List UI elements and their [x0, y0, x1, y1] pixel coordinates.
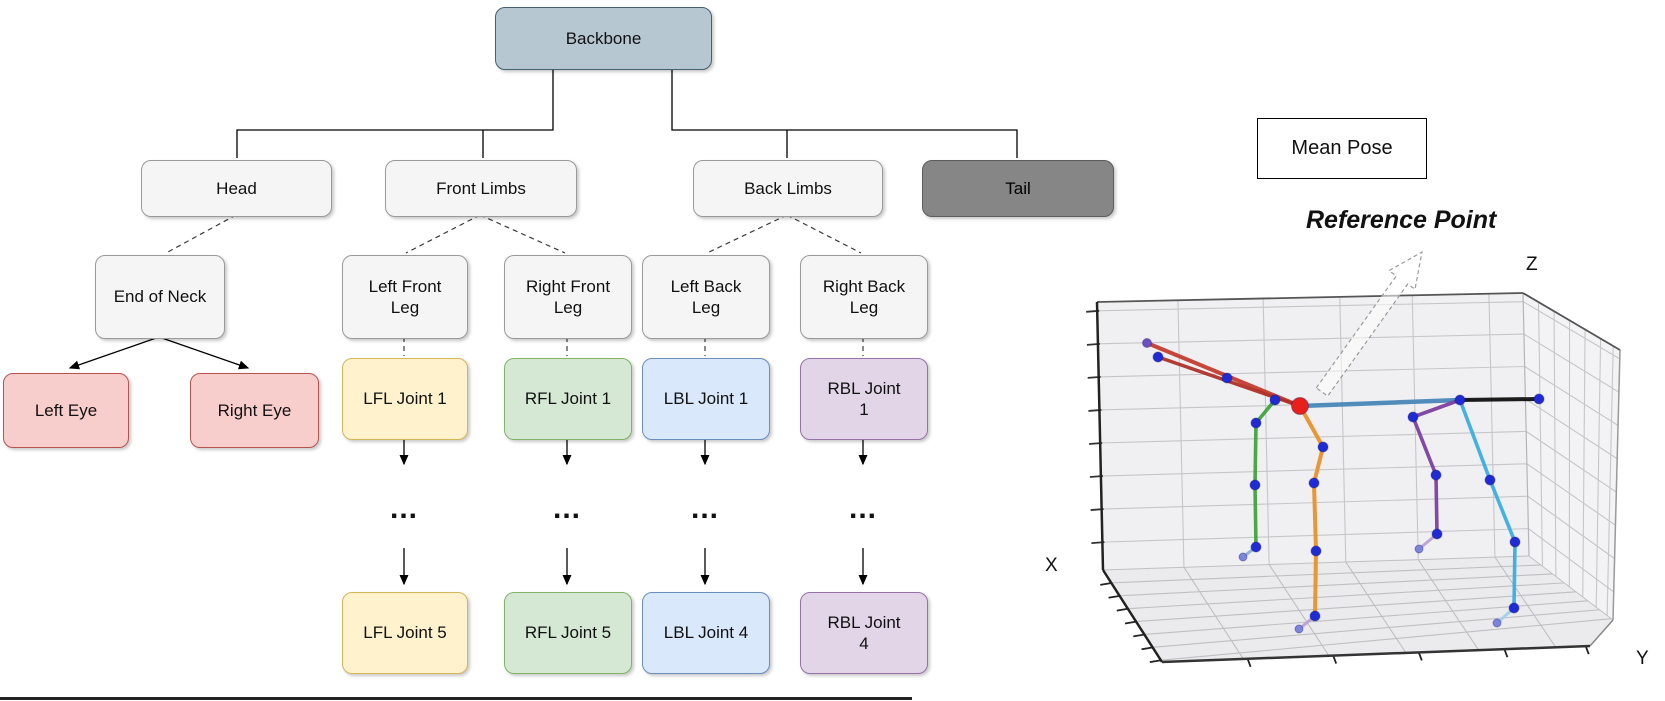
node-lfl-joint-5: LFL Joint 5 — [342, 592, 468, 674]
reference-point-dot — [1291, 397, 1309, 415]
z-axis-label: Z — [1526, 254, 1538, 275]
joint-dot — [1249, 479, 1261, 491]
pose-3d-plot — [1086, 292, 1621, 668]
joint-dot — [1430, 469, 1442, 481]
joint-dot — [1309, 610, 1321, 622]
node-left-back-leg: Left Back Leg — [642, 255, 770, 339]
joint-dot — [1509, 536, 1521, 548]
joint-dot — [1238, 552, 1248, 562]
node-left-eye: Left Eye — [3, 373, 129, 448]
node-right-eye: Right Eye — [190, 373, 319, 448]
node-right-back-leg: Right Back Leg — [800, 255, 928, 339]
tree-arrows — [68, 336, 868, 586]
node-right-front-leg: Right Front Leg — [504, 255, 632, 339]
node-front-limbs: Front Limbs — [385, 160, 577, 217]
ellipsis-rfl: ... — [552, 492, 581, 525]
joint-dot — [1221, 372, 1233, 384]
node-backbone: Backbone — [495, 7, 712, 70]
bone-backbone-bone — [1297, 397, 1463, 409]
joint-dot — [1250, 417, 1262, 429]
node-tail: Tail — [922, 160, 1114, 217]
y-axis-label: Y — [1636, 648, 1649, 669]
joint-dot — [1310, 545, 1322, 557]
node-end-of-neck: End of Neck — [95, 255, 225, 339]
bone-left-back-leg — [1411, 398, 1462, 536]
joint-dot — [1414, 544, 1424, 554]
joint-dot — [1317, 441, 1329, 453]
mean-pose-label-box: Mean Pose — [1257, 118, 1427, 179]
joint-dot — [1484, 474, 1496, 486]
joint-dot — [1431, 528, 1443, 540]
ellipsis-lbl: ... — [690, 492, 719, 525]
joint-dot — [1492, 618, 1502, 628]
ellipsis-rbl: ... — [848, 492, 877, 525]
joint-dot — [1533, 393, 1545, 405]
joint-dot — [1269, 394, 1281, 406]
node-rfl-joint-5: RFL Joint 5 — [504, 592, 632, 674]
joint-dot — [1152, 351, 1164, 363]
tree-solid-connectors — [236, 68, 1018, 158]
bone-left-front-leg — [1253, 398, 1277, 549]
joint-dot — [1308, 477, 1320, 489]
joint-dot — [1142, 338, 1152, 348]
node-head: Head — [141, 160, 332, 217]
node-rfl-joint-1: RFL Joint 1 — [504, 358, 632, 440]
joint-dot — [1294, 624, 1304, 634]
node-lbl-joint-4: LBL Joint 4 — [642, 592, 770, 674]
joint-dot — [1508, 602, 1520, 614]
joint-dot — [1454, 394, 1466, 406]
node-rbl-joint-4: RBL Joint 4 — [800, 592, 928, 674]
node-back-limbs: Back Limbs — [693, 160, 883, 217]
x-axis-label: X — [1045, 555, 1058, 576]
node-lbl-joint-1: LBL Joint 1 — [642, 358, 770, 440]
node-rbl-joint-1: RBL Joint 1 — [800, 358, 928, 440]
reference-point-arrow — [1315, 250, 1423, 397]
ellipsis-lfl: ... — [389, 492, 418, 525]
joint-dot — [1407, 411, 1419, 423]
bottom-rule — [0, 697, 912, 700]
bone-tail-bone — [1458, 397, 1541, 402]
joint-dot — [1250, 541, 1262, 553]
node-lfl-joint-1: LFL Joint 1 — [342, 358, 468, 440]
reference-point-label: Reference Point — [1306, 206, 1497, 234]
bone-right-back-leg — [1458, 398, 1517, 610]
tree-dashed-connectors — [165, 214, 864, 356]
node-left-front-leg: Left Front Leg — [342, 255, 468, 339]
